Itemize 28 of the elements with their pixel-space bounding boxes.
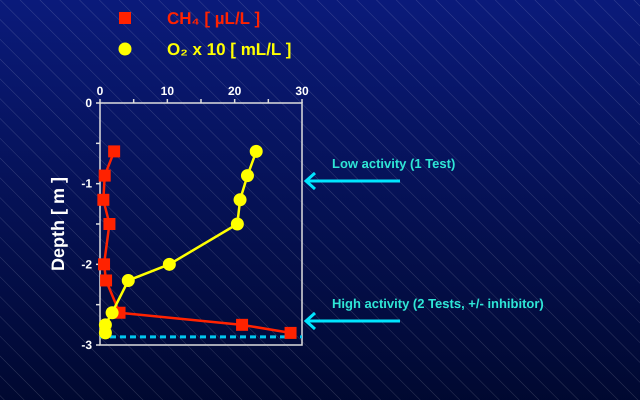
point bbox=[234, 193, 247, 206]
point bbox=[122, 274, 135, 287]
point bbox=[97, 194, 110, 206]
point bbox=[240, 169, 254, 182]
x-tick-label: 20 bbox=[228, 84, 242, 98]
y-tick-label: -2 bbox=[81, 257, 92, 272]
legend-label: O₂ x 10 [ mL/L ] bbox=[167, 40, 292, 59]
point bbox=[103, 218, 116, 230]
point bbox=[98, 258, 110, 270]
text: High activity (2 Tests, +/- inhibitor) bbox=[332, 296, 544, 311]
y-axis-title: Depth [ m ] bbox=[48, 177, 68, 271]
y-tick-label: -3 bbox=[81, 338, 92, 352]
legend-label: CH₄ [ µL/L ] bbox=[167, 9, 260, 28]
point bbox=[100, 274, 112, 286]
point bbox=[106, 306, 119, 320]
point bbox=[98, 170, 111, 182]
point bbox=[250, 144, 263, 158]
x-tick-label: 30 bbox=[295, 84, 309, 98]
point bbox=[284, 326, 297, 339]
y-tick-label: -1 bbox=[81, 176, 92, 191]
point bbox=[162, 258, 176, 271]
point bbox=[236, 318, 248, 331]
y-tick-label: 0 bbox=[85, 96, 92, 110]
x-tick-label: 10 bbox=[160, 84, 174, 98]
x-tick-label: 0 bbox=[96, 84, 104, 98]
point bbox=[108, 145, 120, 158]
text: Low activity (1 Test) bbox=[332, 156, 456, 171]
point bbox=[230, 218, 244, 230]
